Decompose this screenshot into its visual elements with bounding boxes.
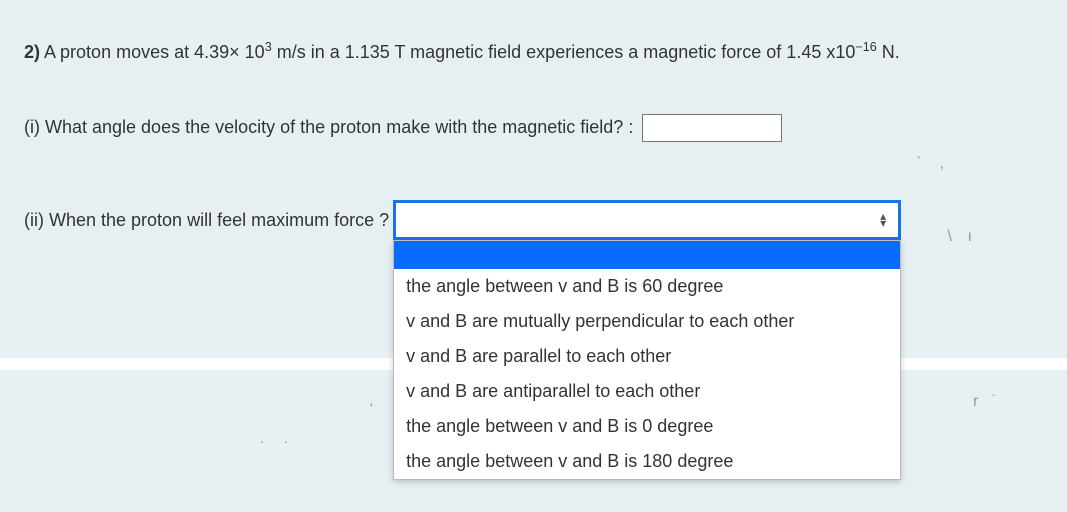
question-part2: m/s in a 1.135 T magnetic field experien… bbox=[272, 42, 856, 62]
question-page: 2) A proton moves at 4.39× 103 m/s in a … bbox=[0, 0, 1067, 240]
dropdown-option[interactable]: the angle between v and B is 60 degree bbox=[394, 269, 900, 304]
dropdown-option[interactable]: the angle between v and B is 180 degree bbox=[394, 444, 900, 479]
part-i-label: (i) What angle does the velocity of the … bbox=[24, 117, 633, 137]
part-ii: (ii) When the proton will feel maximum f… bbox=[24, 200, 1043, 240]
question-number: 2) bbox=[24, 42, 40, 62]
dropdown-option[interactable]: v and B are mutually perpendicular to ea… bbox=[394, 304, 900, 339]
question-part3: N. bbox=[877, 42, 900, 62]
question-part1: A proton moves at 4.39× 10 bbox=[44, 42, 265, 62]
decor-text: ı bbox=[968, 228, 972, 246]
decor-text: . . bbox=[260, 430, 296, 446]
question-sup1: 3 bbox=[265, 40, 272, 54]
max-force-select[interactable]: ▴▾ bbox=[393, 200, 901, 240]
angle-input[interactable] bbox=[642, 114, 782, 142]
dropdown-option[interactable]: v and B are antiparallel to each other bbox=[394, 374, 900, 409]
part-i: (i) What angle does the velocity of the … bbox=[24, 114, 1043, 142]
chevron-updown-icon: ▴▾ bbox=[880, 213, 886, 227]
decor-text: r ˙ bbox=[973, 393, 997, 411]
part-ii-label: (ii) When the proton will feel maximum f… bbox=[24, 210, 389, 231]
dropdown-list: the angle between v and B is 60 degree v… bbox=[393, 240, 901, 480]
decor-text: ' bbox=[370, 400, 373, 416]
decor-text: `, bbox=[916, 155, 962, 173]
dropdown-option[interactable]: v and B are parallel to each other bbox=[394, 339, 900, 374]
max-force-select-wrap: ▴▾ the angle between v and B is 60 degre… bbox=[393, 200, 901, 240]
question-text: 2) A proton moves at 4.39× 103 m/s in a … bbox=[24, 38, 1043, 66]
decor-text: \ bbox=[948, 228, 952, 246]
dropdown-option-blank[interactable] bbox=[394, 241, 900, 269]
question-sup2: −16 bbox=[855, 40, 876, 54]
dropdown-option[interactable]: the angle between v and B is 0 degree bbox=[394, 409, 900, 444]
